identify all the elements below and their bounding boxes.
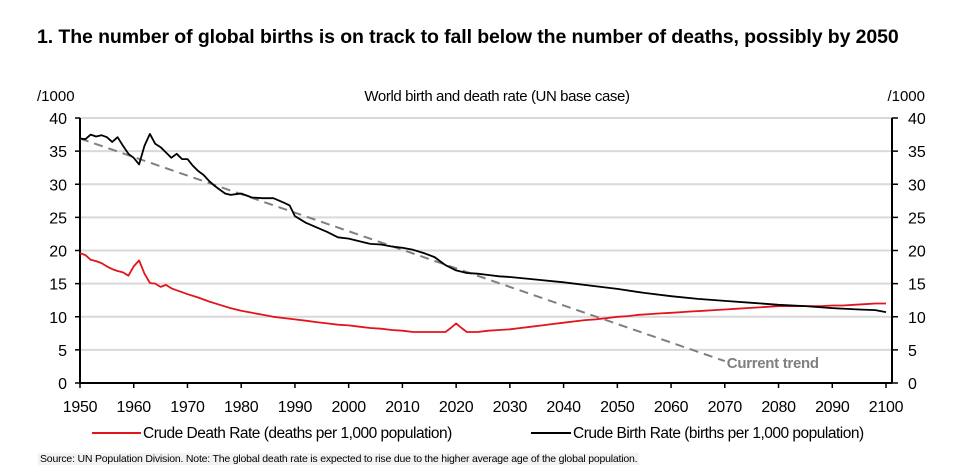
left-tick-label-20: 20 — [49, 244, 67, 261]
chart-subtitle: World birth and death rate (UN base case… — [364, 88, 630, 105]
x-tick-label-2060: 2060 — [654, 399, 689, 416]
x-tick-label-2050: 2050 — [600, 399, 635, 416]
legend-death-rate-label: Crude Death Rate (deaths per 1,000 popul… — [143, 425, 452, 442]
left-tick-label-35: 35 — [49, 144, 67, 161]
right-tick-label-25: 25 — [908, 210, 926, 227]
left-tick-label-5: 5 — [58, 343, 67, 360]
x-tick-label-1960: 1960 — [117, 399, 152, 416]
left-tick-label-0: 0 — [58, 376, 67, 393]
x-tick-label-2070: 2070 — [708, 399, 743, 416]
left-axis-unit-label: /1000 — [37, 88, 75, 105]
gridlines — [80, 117, 892, 351]
left-tick-label-30: 30 — [49, 177, 67, 194]
source-note: Source: UN Population Division. Note: Th… — [38, 453, 640, 465]
x-tick-label-1980: 1980 — [224, 399, 259, 416]
right-tick-label-20: 20 — [908, 244, 926, 261]
x-tick-label-2090: 2090 — [815, 399, 850, 416]
x-tick-label-2100: 2100 — [869, 399, 904, 416]
x-tick-label-1950: 1950 — [63, 399, 98, 416]
x-tick-label-2030: 2030 — [493, 399, 528, 416]
right-tick-label-5: 5 — [908, 343, 917, 360]
right-tick-label-15: 15 — [908, 277, 926, 294]
x-tick-label-2020: 2020 — [439, 399, 474, 416]
x-tick-label-2040: 2040 — [546, 399, 581, 416]
legend-birth-rate-label: Crude Birth Rate (births per 1,000 popul… — [573, 425, 864, 442]
right-axis-unit-label: /1000 — [887, 88, 925, 105]
birth-rate-line — [79, 132, 887, 313]
right-tick-label-10: 10 — [908, 310, 926, 327]
x-tick-label-2080: 2080 — [761, 399, 796, 416]
left-tick-label-40: 40 — [49, 111, 67, 128]
current-trend-annotation: Current trend — [727, 355, 819, 372]
death-rate-line — [79, 252, 886, 333]
right-tick-label-0: 0 — [908, 376, 917, 393]
current-trend-line — [79, 137, 726, 363]
left-tick-label-15: 15 — [49, 277, 67, 294]
chart-title-heading: 1. The number of global births is on tra… — [37, 26, 899, 48]
left-tick-label-25: 25 — [49, 210, 67, 227]
legend: Crude Death Rate (deaths per 1,000 popul… — [92, 425, 864, 442]
right-tick-label-40: 40 — [908, 111, 926, 128]
x-tick-label-2010: 2010 — [385, 399, 420, 416]
x-tick-label-1990: 1990 — [278, 399, 313, 416]
x-tick-label-2000: 2000 — [331, 399, 366, 416]
right-tick-label-35: 35 — [908, 144, 926, 161]
series-lines — [79, 132, 887, 363]
x-tick-label-1970: 1970 — [170, 399, 205, 416]
left-tick-label-10: 10 — [49, 310, 67, 327]
right-tick-label-30: 30 — [908, 177, 926, 194]
